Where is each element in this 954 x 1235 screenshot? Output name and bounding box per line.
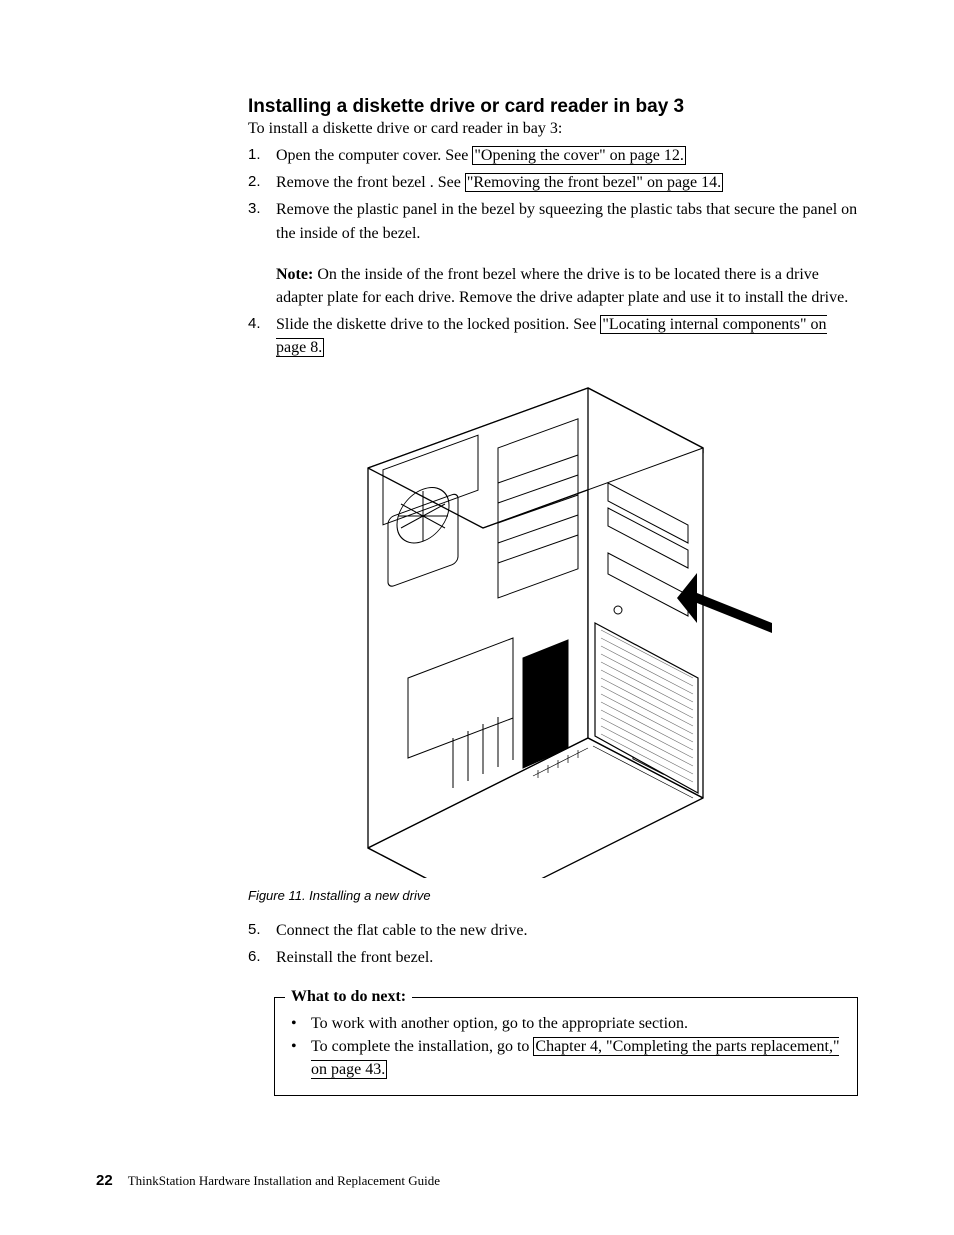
step-text: Reinstall the front bezel.	[276, 946, 858, 969]
step-number: 1.	[248, 144, 266, 167]
next-text: To work with another option, go to the a…	[311, 1012, 688, 1035]
bullet-icon: •	[291, 1012, 301, 1035]
step-text: Remove the front bezel . See "Removing t…	[276, 171, 858, 194]
step-pre: Remove the front bezel . See	[276, 174, 465, 191]
step-number: 4.	[248, 313, 266, 359]
page-footer: 22 ThinkStation Hardware Installation an…	[96, 1172, 440, 1189]
step-6: 6. Reinstall the front bezel.	[248, 946, 858, 969]
step-body: Remove the plastic panel in the bezel by…	[276, 201, 857, 241]
next-list: • To work with another option, go to the…	[291, 1012, 841, 1082]
step-4: 4. Slide the diskette drive to the locke…	[248, 313, 858, 359]
step-pre: Open the computer cover. See	[276, 147, 472, 164]
figure-caption: Figure 11. Installing a new drive	[96, 888, 858, 903]
step-2: 2. Remove the front bezel . See "Removin…	[248, 171, 858, 194]
step-number: 5.	[248, 919, 266, 942]
list-item: • To work with another option, go to the…	[291, 1012, 841, 1035]
step-3: 3. Remove the plastic panel in the bezel…	[248, 198, 858, 309]
computer-case-illustration	[333, 378, 773, 878]
steps-list: 1. Open the computer cover. See "Opening…	[96, 144, 858, 360]
step-text: Connect the flat cable to the new drive.	[276, 919, 858, 942]
step-pre: Slide the diskette drive to the locked p…	[276, 316, 600, 333]
step-text: Remove the plastic panel in the bezel by…	[276, 198, 858, 309]
bullet-icon: •	[291, 1035, 301, 1081]
steps-list-continued: 5. Connect the flat cable to the new dri…	[96, 919, 858, 969]
footer-title: ThinkStation Hardware Installation and R…	[128, 1173, 440, 1188]
step-text: Slide the diskette drive to the locked p…	[276, 313, 858, 359]
step-5: 5. Connect the flat cable to the new dri…	[248, 919, 858, 942]
step-number: 6.	[248, 946, 266, 969]
what-to-do-next: What to do next: • To work with another …	[96, 997, 858, 1097]
xref-link[interactable]: "Removing the front bezel" on page 14.	[465, 173, 723, 192]
next-box: What to do next: • To work with another …	[274, 997, 858, 1097]
section-heading: Installing a diskette drive or card read…	[96, 96, 858, 118]
intro-text: To install a diskette drive or card read…	[96, 120, 858, 138]
page: Installing a diskette drive or card read…	[0, 0, 954, 1235]
note-lead: Note:	[276, 266, 313, 283]
note-block: Note: On the inside of the front bezel w…	[276, 263, 858, 309]
next-text: To complete the installation, go to Chap…	[311, 1035, 841, 1081]
next-legend: What to do next:	[285, 988, 412, 1006]
step-1: 1. Open the computer cover. See "Opening…	[248, 144, 858, 167]
step-number: 3.	[248, 198, 266, 309]
figure	[96, 378, 858, 878]
list-item: • To complete the installation, go to Ch…	[291, 1035, 841, 1081]
step-text: Open the computer cover. See "Opening th…	[276, 144, 858, 167]
page-number: 22	[96, 1172, 113, 1189]
step-number: 2.	[248, 171, 266, 194]
xref-link[interactable]: "Opening the cover" on page 12.	[472, 146, 685, 165]
next-pre: To complete the installation, go to	[311, 1038, 533, 1055]
note-text: On the inside of the front bezel where t…	[276, 266, 848, 306]
